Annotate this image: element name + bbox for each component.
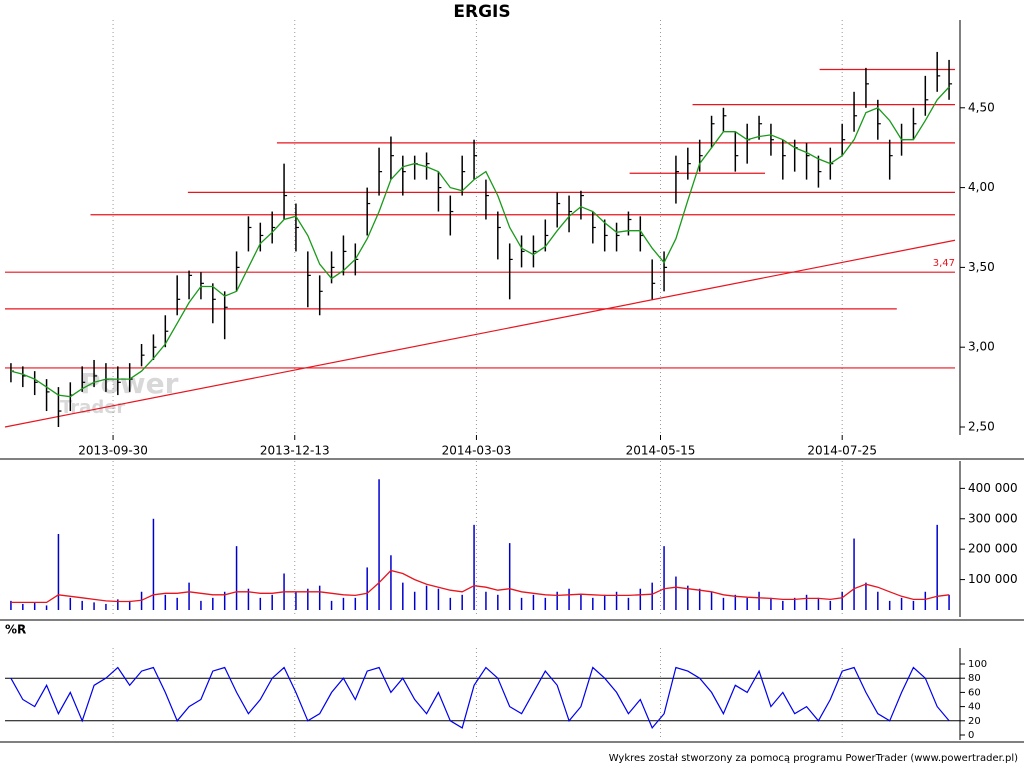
- level-label: 3,47: [933, 258, 955, 269]
- y-tick-label: 2,50: [968, 420, 995, 434]
- y-tick-label: 60: [968, 687, 981, 698]
- y-tick-label: 4,00: [968, 180, 995, 194]
- y-tick-label: 400 000: [968, 481, 1018, 495]
- y-tick-label: 100 000: [968, 572, 1018, 586]
- chart-title: ERGIS: [453, 2, 510, 22]
- y-tick-label: 80: [968, 673, 981, 684]
- panel-title: %R: [5, 623, 26, 637]
- x-tick-label: 2014-03-03: [442, 444, 512, 458]
- y-tick-label: 0: [968, 730, 974, 741]
- x-tick-label: 2014-05-15: [626, 444, 696, 458]
- y-tick-label: 100: [968, 659, 987, 670]
- line: [10, 666, 950, 730]
- x-tick-label: 2013-12-13: [260, 444, 330, 458]
- trend-line: [4, 239, 956, 428]
- x-tick-label: 2014-07-25: [807, 444, 877, 458]
- x-tick-label: 2013-09-30: [78, 444, 148, 458]
- y-tick-label: 300 000: [968, 511, 1018, 525]
- y-tick-label: 20: [968, 716, 981, 727]
- line: [10, 569, 950, 604]
- y-tick-label: 3,00: [968, 340, 995, 354]
- footer: Wykres został stworzony za pomocą progra…: [609, 753, 1018, 764]
- y-tick-label: 200 000: [968, 542, 1018, 556]
- y-tick-label: 4,50: [968, 100, 995, 114]
- y-tick-label: 3,50: [968, 260, 995, 274]
- y-tick-label: 40: [968, 702, 981, 713]
- line: [10, 86, 950, 398]
